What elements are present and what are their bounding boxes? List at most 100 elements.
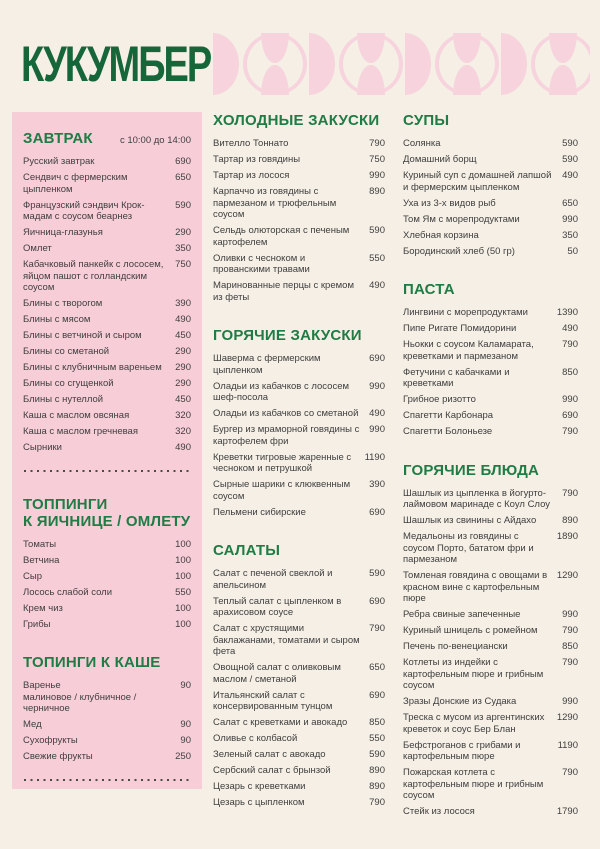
item-price: 790 [369, 138, 385, 149]
item-name: Сырники [23, 442, 62, 453]
item-price: 1790 [556, 806, 578, 817]
menu-item-row: Теплый салат с цыпленком в арахисовом со… [213, 596, 385, 619]
menu-item-row: Пожарская котлета с картофельным пюре и … [403, 767, 578, 802]
menu-item-text: Итальянский салат с консервированным тун… [213, 690, 361, 713]
section-title: ТОПИНГИ К КАШЕ [23, 654, 161, 671]
pattern-shape [549, 65, 577, 95]
menu-item-text: Блины с нутеллой [23, 394, 167, 406]
menu-column-middle: ХОЛОДНЫЕ ЗАКУСКИ Вителло Тоннато 790 Тартар… [213, 112, 385, 813]
item-name: Пипе Ригате Помидорини [403, 323, 517, 334]
item-name: Цезарь с цыпленком [213, 797, 305, 808]
pattern-shape [343, 36, 399, 92]
item-price: 1190 [557, 739, 578, 751]
menu-item-text: Стейк из лосося [403, 806, 549, 818]
menu-item-text: Томаты [23, 539, 167, 551]
menu-item-text: Оладьи из кабачков с лососем шеф-посола [213, 381, 361, 404]
menu-item-text: Уха из 3-х видов рыб [403, 198, 554, 210]
item-price: 790 [562, 339, 578, 350]
menu-item-text: Салат с печеной свеклой и апельсином [213, 568, 361, 591]
pattern-shape [213, 33, 239, 95]
item-name: Маринованные перцы с кремом из феты [213, 280, 354, 303]
item-name: Оливки с чесноком и прованскими травами [213, 252, 310, 276]
item-name: Блины с клубничным вареньем [23, 362, 162, 373]
item-name: Омлет [23, 243, 52, 254]
menu-item-text: Солянка [403, 138, 554, 150]
item-price: 790 [562, 487, 578, 499]
menu-item-row: Ребра свиные запеченные 990 [403, 609, 578, 621]
pattern-shape [357, 65, 385, 95]
item-price: 450 [175, 330, 191, 341]
item-price: 590 [175, 199, 191, 211]
item-name: Карпаччо из говядины с пармезаном и трюф… [213, 186, 337, 220]
item-name: Лингвини с морепродуктами [403, 307, 528, 318]
menu-item-row: Грибы 100 [23, 619, 191, 631]
item-name: Куриный суп с домашней лапшой и фермерск… [403, 170, 552, 193]
dotted-divider [24, 469, 190, 472]
item-name: Креветки тигровые жаренные с чесноком и … [213, 451, 352, 475]
menu-item-text: Зеленый салат с авокадо [213, 749, 361, 761]
menu-item-text: Спагетти Карбонара [403, 410, 554, 422]
menu-item-text: Мед [23, 719, 172, 731]
menu-item-row: Блины с клубничным вареньем 290 [23, 362, 191, 374]
item-price: 790 [562, 767, 578, 778]
item-price: 490 [369, 408, 385, 419]
item-price: 790 [562, 426, 578, 437]
menu-item-text: Тартар из говядины [213, 154, 361, 166]
section-title: СУПЫ [403, 112, 450, 129]
menu-item-row: Сыр 100 [23, 571, 191, 583]
item-price: 290 [175, 378, 191, 389]
menu-item-row: Салат с хрустящими баклажанами, томатами… [213, 623, 385, 658]
item-name: Пельмени сибирские [213, 506, 306, 518]
menu-item-text: Пожарская котлета с картофельным пюре и … [403, 767, 554, 802]
menu-item-row: Оливье с колбасой 550 [213, 733, 385, 745]
item-price: 890 [369, 186, 385, 197]
item-price: 890 [369, 765, 385, 776]
section-header: ЗАВТРАК с 10:00 до 14:00 [23, 130, 191, 147]
item-name: Томленая говядина с овощами в красном ви… [403, 570, 548, 604]
menu-item-text: Спагетти Болоньезе [403, 426, 554, 438]
item-price: 990 [562, 213, 578, 225]
item-name: Каша с маслом овсяная [23, 410, 130, 421]
item-name: Спагетти Карбонара [403, 410, 494, 421]
section-title: ГОРЯЧИЕ ЗАКУСКИ [213, 327, 362, 344]
item-price: 590 [369, 749, 385, 760]
item-name: Шашлык из свинины с Айдахо [403, 515, 537, 526]
menu-item-text: Салат с креветками и авокадо [213, 717, 361, 729]
menu-item-row: Куриный шницель с ромейном 790 [403, 625, 578, 637]
item-name: Сырные шарики с клюквенным соусом [213, 479, 351, 502]
item-price: 450 [175, 394, 191, 405]
menu-item-text: Блины со сметаной [23, 346, 167, 358]
item-price: 890 [562, 515, 578, 526]
geometric-petal-pattern-icon [213, 33, 590, 95]
menu-section: САЛАТЫ Салат с печеной свеклой и апельсин… [213, 542, 385, 809]
menu-item-text: Оливки с чесноком и прованскими травами [213, 253, 361, 276]
item-price: 50 [567, 245, 578, 257]
item-name: Сендвич с фермерским цыпленком [23, 172, 128, 195]
item-name: Фетучини с кабачками и креветками [403, 366, 510, 390]
menu-item-text: Треска с мусом из аргентинских креветок … [403, 712, 549, 735]
menu-item-row: Цезарь с цыпленком 790 [213, 797, 385, 809]
menu-item-row: Лингвини с морепродуктами 1390 [403, 307, 578, 319]
menu-item-text: Салат с хрустящими баклажанами, томатами… [213, 623, 361, 658]
menu-item-text: Сырники [23, 442, 167, 454]
item-price: 690 [175, 156, 191, 167]
section-title: САЛАТЫ [213, 542, 281, 559]
menu-item-text: Печень по-венециански [403, 641, 554, 653]
pattern-shape [247, 36, 303, 92]
menu-item-text: Пельмени сибирские [213, 507, 361, 519]
item-price: 1390 [556, 307, 578, 318]
menu-item-row: Салат с печеной свеклой и апельсином 590 [213, 568, 385, 591]
menu-item-text: Хлебная корзина [403, 230, 554, 242]
item-price: 490 [562, 170, 578, 181]
menu-column-right: СУПЫ Солянка 590 Домашний борщ 590 Куриный су… [403, 112, 578, 822]
item-price: 250 [175, 751, 191, 762]
menu-item-row: Шаверма с фермерским цыпленком 690 [213, 353, 385, 376]
item-name: Шашлык из цыпленка в йогурто-лаймовом ма… [403, 487, 551, 511]
menu-item-text: Сыр [23, 571, 167, 583]
menu-item-row: Томаты 100 [23, 539, 191, 551]
item-price: 100 [175, 538, 191, 550]
item-name: Уха из 3-х видов рыб [403, 197, 496, 209]
menu-item-row: Каша с маслом овсяная 320 [23, 410, 191, 422]
item-name: Блины с ветчиной и сыром [23, 330, 142, 341]
menu-item-text: Шашлык из свинины с Айдахо [403, 515, 554, 527]
